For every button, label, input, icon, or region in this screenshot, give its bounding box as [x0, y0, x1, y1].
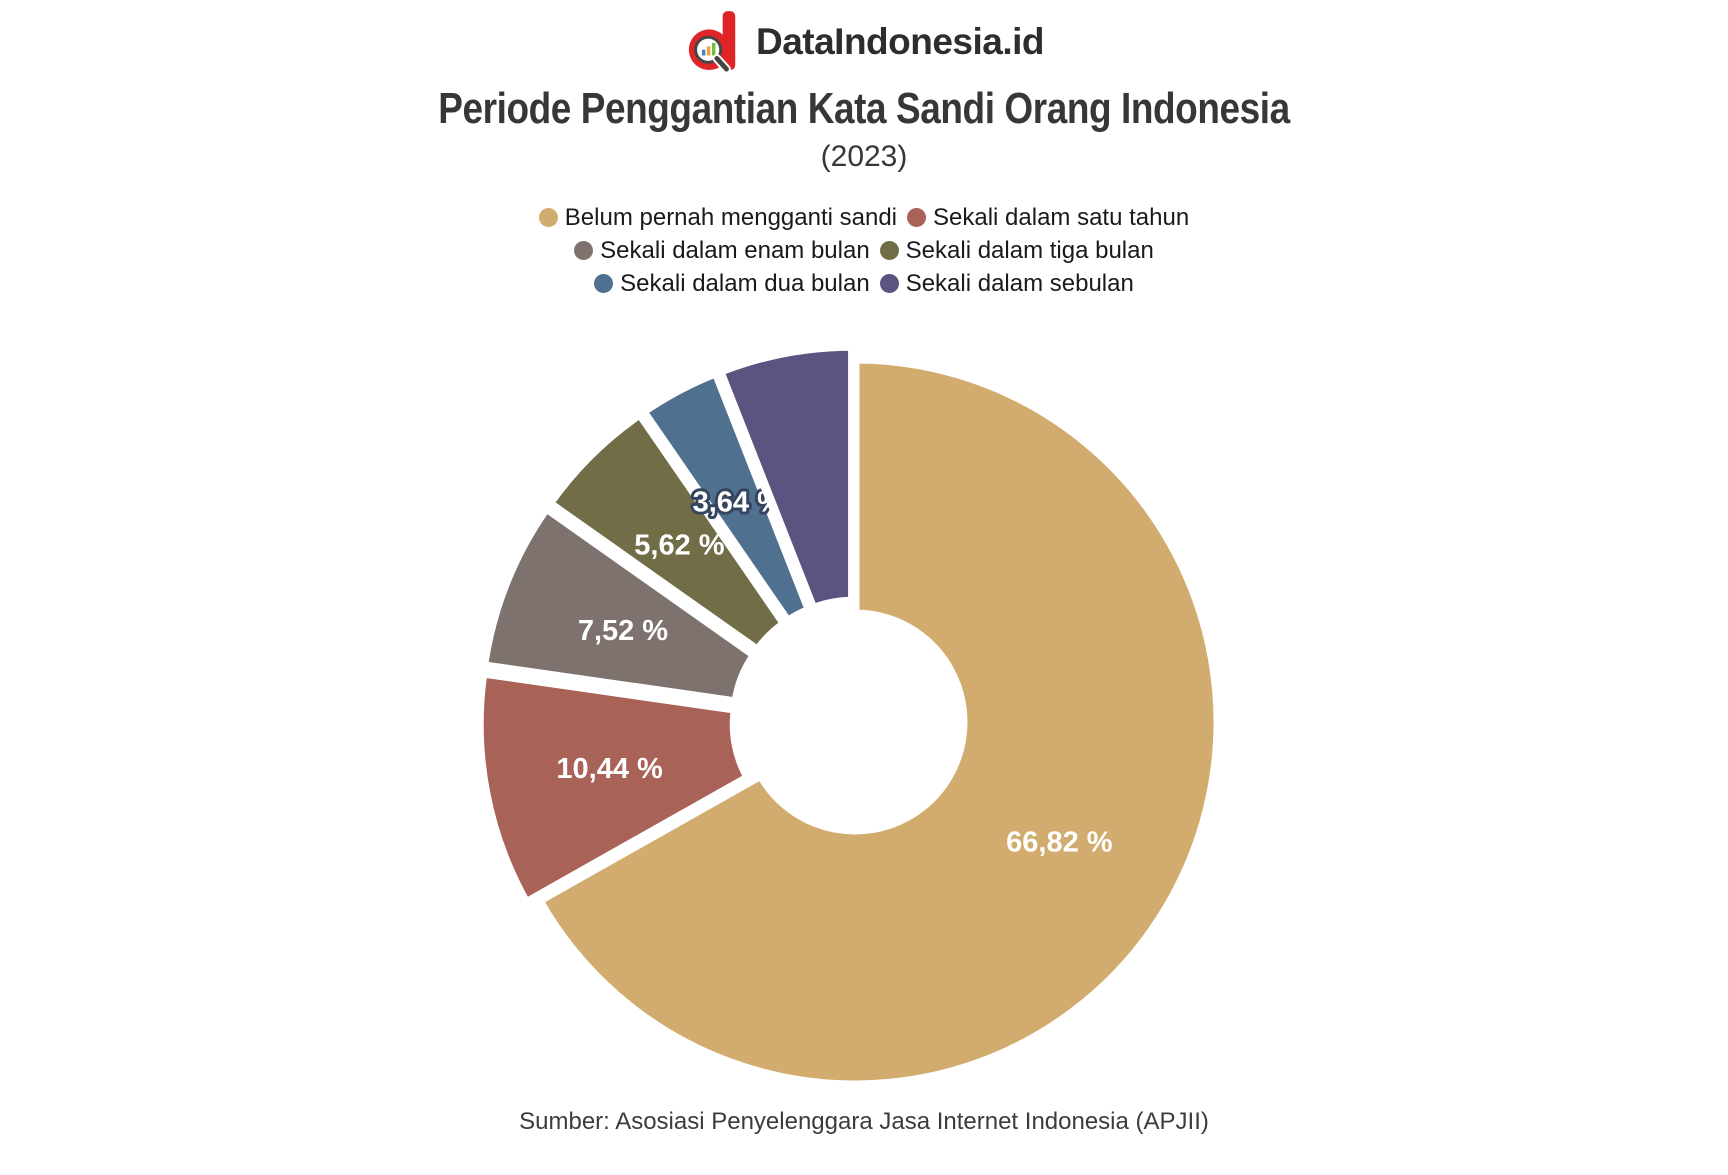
- chart-subtitle: (2023): [820, 140, 908, 173]
- slice-label: 3,64 %: [693, 487, 783, 519]
- legend-marker: [879, 241, 899, 260]
- dataindonesia-logo-icon: [688, 11, 736, 74]
- legend-marker: [538, 208, 558, 227]
- pie-slice-2: [474, 668, 753, 908]
- pie-slice-5: [638, 368, 814, 627]
- brand-logo: DataIndonesia.id: [0, 10, 1728, 74]
- brand-name: DataIndonesia.id: [755, 21, 1045, 62]
- chart-title: Periode Penggantian Kata Sandi Orang Ind…: [438, 84, 1290, 133]
- chart-legend: Belum pernah mengganti sandi Sekali dalam…: [0, 202, 1728, 299]
- legend-label: Sekali dalam sebulan: [905, 269, 1134, 297]
- source-caption: Sumber: Asosiasi Penyelenggara Jasa Inte…: [519, 1108, 1209, 1135]
- pie-slice-6: [715, 341, 858, 614]
- legend-item: Sekali dalam enam bulan: [574, 237, 870, 265]
- legend-item: Belum pernah mengganti sandi: [538, 203, 898, 232]
- slice-label: 7,52 %: [578, 615, 668, 647]
- slice-label: 10,44 %: [556, 753, 663, 785]
- pie-slice-3: [479, 503, 760, 707]
- legend-label: Sekali dalam dua bulan: [620, 269, 870, 297]
- legend-label: Sekali dalam tiga bulan: [905, 236, 1154, 264]
- legend-marker: [594, 274, 614, 293]
- legend-item: Sekali dalam tiga bulan: [879, 236, 1154, 265]
- legend-item: Sekali dalam dua bulan: [594, 270, 870, 298]
- legend-marker: [574, 241, 594, 260]
- legend-label: Sekali dalam satu tahun: [933, 203, 1190, 231]
- legend-row: Belum pernah mengganti sandi Sekali dalam…: [538, 202, 1189, 233]
- slice-label: 66,82 %: [1006, 826, 1113, 858]
- legend-label: Sekali dalam enam bulan: [600, 236, 870, 264]
- slice-label: 5,62 %: [634, 529, 724, 561]
- legend-item: Sekali dalam sebulan: [879, 269, 1134, 298]
- legend-row: Sekali dalam enam bulan Sekali dalam tiga…: [574, 235, 1154, 266]
- legend-marker: [879, 274, 899, 293]
- legend-row: Sekali dalam dua bulan Sekali dalam sebul…: [594, 268, 1134, 299]
- pie-slice-1: [534, 354, 1223, 1090]
- legend-label: Belum pernah mengganti sandi: [564, 203, 898, 231]
- legend-marker: [907, 208, 927, 227]
- pie-slice-4: [544, 409, 790, 655]
- legend-item: Sekali dalam satu tahun: [907, 204, 1189, 232]
